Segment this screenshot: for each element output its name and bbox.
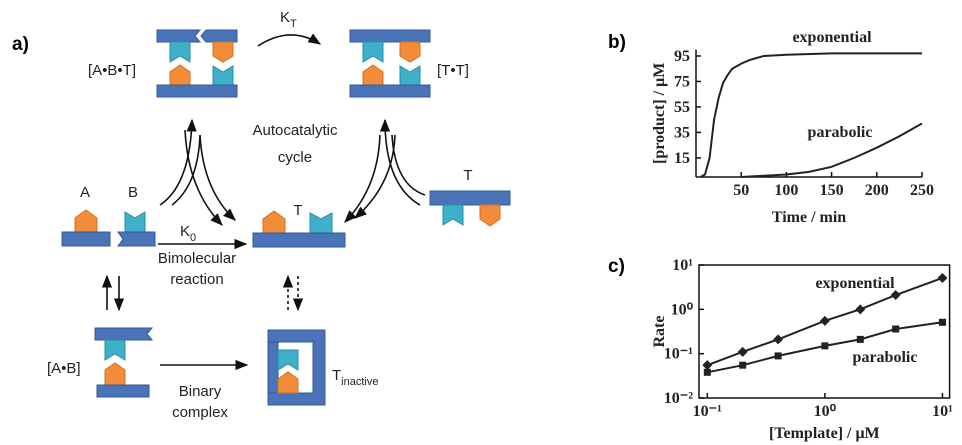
x-tick-label: 150 [820,182,844,199]
x-tick-label: 50 [733,182,749,199]
y-tick-label: 55 [674,99,690,116]
data-point [739,362,746,369]
rate-constant: KT [280,9,297,30]
data-point [855,304,865,314]
x-axis-title: Time / min [772,209,846,226]
rate-constant: K0 [180,223,196,244]
data-point [775,352,782,359]
panel-label: c) [608,256,625,277]
series-label: parabolic [853,349,918,366]
complex-label: [A•B] [47,360,81,377]
complex-tt-shape [350,30,430,97]
molecule-label: A [80,184,90,201]
panel-label: a) [12,34,29,55]
data-point [857,336,864,343]
panel-label: b) [608,32,626,53]
complex-label: [A•B•T] [88,62,136,79]
data-point [738,347,748,357]
data-point [939,319,946,326]
molecule-label: Tinactive [332,367,378,388]
y-tick-label: 35 [674,124,690,141]
cycle-label: Autocatalytic [252,122,338,139]
x-tick-label: 10⁰ [814,403,837,420]
y-tick-label: 10⁻² [664,390,693,407]
series-label: parabolic [808,124,873,141]
molecule-label: T [463,167,472,184]
reaction-label: Binary [179,383,222,400]
x-tick-label: 100 [774,182,798,199]
series-label: exponential [815,275,895,292]
x-axis-title: [Template] / μM [769,425,880,442]
molecules-ab [62,210,155,246]
reaction-label: reaction [170,271,223,288]
reaction-label: Bimolecular [158,250,236,267]
data-point [821,342,828,349]
series-label: exponential [792,29,872,46]
x-tick-label: 250 [910,182,934,199]
molecule-label: T [293,202,302,219]
data-line [701,53,922,177]
y-tick-label: 10¹ [672,257,693,274]
cycle-label: cycle [278,149,312,166]
reaction-label: complex [172,404,228,421]
x-tick-label: 10⁻¹ [693,403,722,420]
complex-label: [T•T] [437,62,469,79]
y-axis-title: [product] / μM [651,63,668,164]
figure: a) b) c) [A•B•T] KT [T•T] Autocatalytic … [0,0,962,445]
y-tick-label: 10⁰ [671,301,694,318]
y-tick-label: 10⁻¹ [664,346,693,363]
y-axis-title: Rate [651,316,668,348]
y-tick-label: 15 [674,150,690,167]
data-point [704,369,711,376]
template-shape [430,191,510,226]
y-tick-label: 95 [674,48,690,65]
data-point [820,316,830,326]
template-inactive-shape [268,330,325,405]
data-point [892,326,899,333]
data-point [702,360,712,370]
x-tick-label: 10¹ [932,403,953,420]
complex-ab-shape [95,328,152,397]
molecule-label: B [128,184,138,201]
arrow [258,35,320,46]
data-point [773,334,783,344]
x-tick-label: 200 [865,182,889,199]
y-tick-label: 75 [674,73,690,90]
complex-abt-shape [157,30,237,97]
data-point [937,273,947,283]
